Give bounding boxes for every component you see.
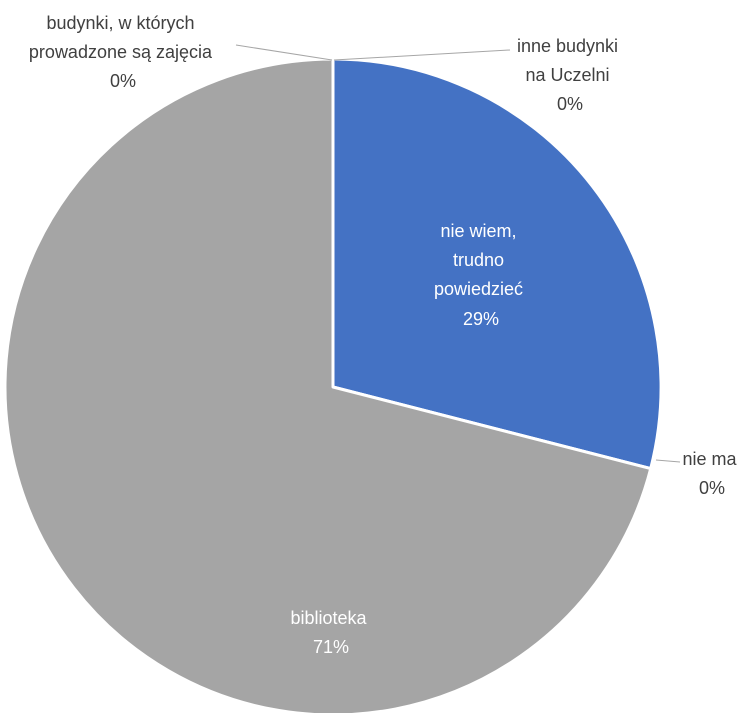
leader-line-nie-ma <box>655 459 681 463</box>
data-label-budynki-zajecia: budynki, w których prowadzone są zajęcia… <box>29 13 217 91</box>
data-label-inne-budynki: inne budynki na Uczelni 0% <box>517 36 623 114</box>
pie-slice-3 <box>3 57 653 713</box>
pie-slices <box>3 57 663 713</box>
leader-lines <box>235 44 681 463</box>
pie-slice-1 <box>331 57 663 471</box>
data-labels: inne budynki na Uczelni 0% nie wiem, tru… <box>29 13 741 657</box>
leader-line-inne-budynki <box>333 49 511 61</box>
data-label-nie-wiem: nie wiem, trudno powiedzieć 29% <box>434 221 528 329</box>
data-label-nie-ma: nie ma 0% <box>682 449 741 498</box>
data-label-biblioteka: biblioteka 71% <box>290 608 371 657</box>
leader-line-budynki-zajecia <box>235 44 333 61</box>
